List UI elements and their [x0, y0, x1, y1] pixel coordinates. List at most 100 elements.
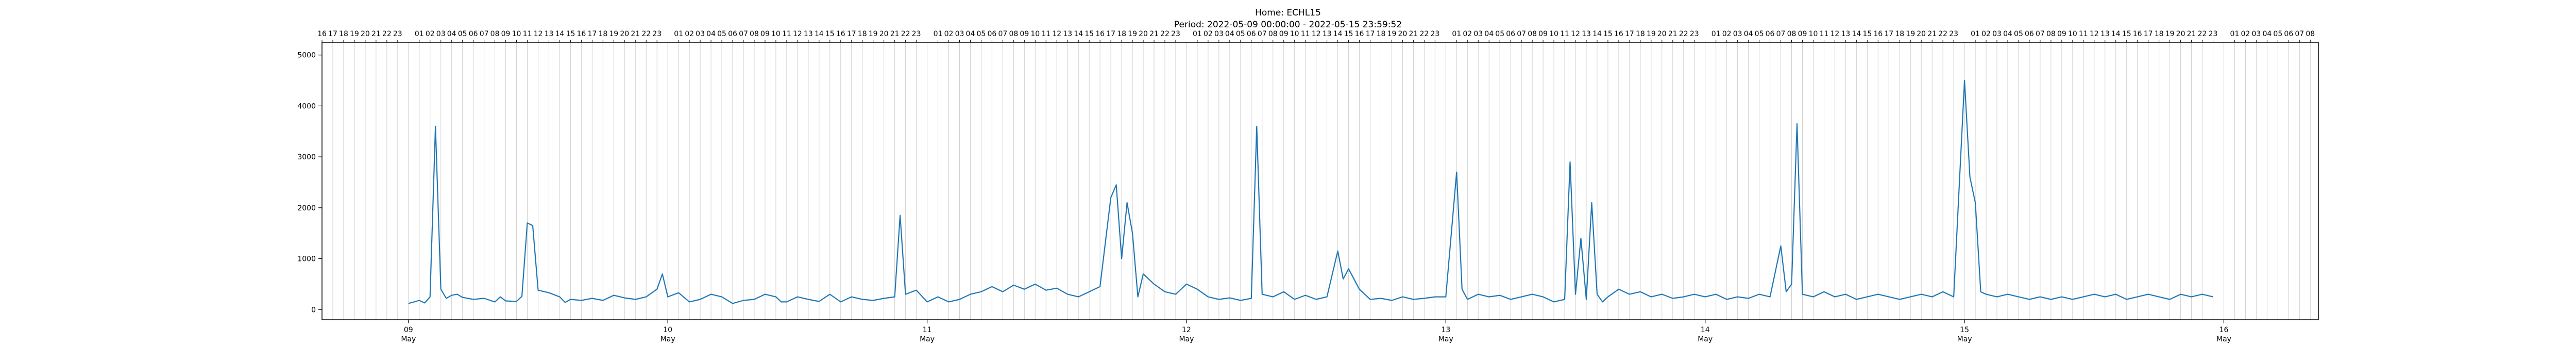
hour-tick-label: 02: [2241, 30, 2250, 38]
hour-tick-label: 22: [901, 30, 910, 38]
hour-tick-label: 12: [793, 30, 802, 38]
hour-tick-label: 01: [1971, 30, 1980, 38]
hour-tick-label: 11: [1560, 30, 1569, 38]
hour-tick-label: 11: [523, 30, 532, 38]
hour-tick-label: 23: [2209, 30, 2218, 38]
hour-tick-label: 22: [641, 30, 651, 38]
y-tick-label: 5000: [297, 52, 316, 60]
hour-tick-label: 05: [2273, 30, 2282, 38]
series-line: [408, 79, 2213, 304]
y-axis: 0 1000 2000 3000 4000 5000: [297, 52, 322, 314]
hour-tick-label: 21: [890, 30, 900, 38]
hour-tick-label: 01: [674, 30, 683, 38]
hour-tick-label: 03: [955, 30, 964, 38]
hour-tick-label: 14: [2111, 30, 2121, 38]
hour-tick-label: 06: [2284, 30, 2293, 38]
hour-tick-label: 21: [2187, 30, 2196, 38]
y-tick-label: 2000: [297, 204, 316, 212]
y-tick-label: 0: [311, 306, 316, 314]
hour-tick-label: 16: [317, 30, 327, 38]
hour-tick-label: 05: [977, 30, 986, 38]
hour-tick-label: 10: [512, 30, 521, 38]
hour-tick-label: 23: [1690, 30, 1699, 38]
hour-tick-label: 13: [1841, 30, 1850, 38]
hour-tick-label: 15: [1603, 30, 1613, 38]
hour-tick-label: 07: [1517, 30, 1526, 38]
hour-tick-label: 08: [1009, 30, 1018, 38]
hour-tick-label: 09: [501, 30, 511, 38]
hour-tick-label: 07: [998, 30, 1007, 38]
hour-tick-label: 10: [2068, 30, 2077, 38]
hour-tick-label: 04: [1744, 30, 1753, 38]
hour-tick-label: 01: [1452, 30, 1461, 38]
hour-tick-label: 15: [2122, 30, 2131, 38]
hour-tick-label: 19: [2165, 30, 2175, 38]
hour-tick-label: 18: [858, 30, 867, 38]
hour-tick-label: 23: [912, 30, 921, 38]
hour-tick-label: 07: [480, 30, 489, 38]
hour-tick-label: 19: [869, 30, 878, 38]
hour-tick-label: 07: [1776, 30, 1786, 38]
hour-tick-label: 17: [328, 30, 337, 38]
hour-tick-label: 03: [1992, 30, 2002, 38]
hour-tick-label: 02: [1981, 30, 1991, 38]
hour-tick-label: 04: [2003, 30, 2012, 38]
hour-tick-label: 06: [1766, 30, 1775, 38]
hour-tick-label: 03: [436, 30, 446, 38]
hour-tick-label: 08: [490, 30, 500, 38]
hour-tick-label: 16: [1095, 30, 1105, 38]
hour-tick-label: 05: [1495, 30, 1504, 38]
hour-tick-label: 12: [1052, 30, 1061, 38]
hour-tick-label: 20: [879, 30, 889, 38]
hour-tick-label: 13: [804, 30, 813, 38]
hour-tick-label: 22: [1679, 30, 1688, 38]
x-tick-month-label: May: [1698, 335, 1713, 343]
hour-tick-label: 04: [706, 30, 716, 38]
x-tick-day-label: 14: [1701, 326, 1710, 334]
hour-tick-label: 07: [1258, 30, 1267, 38]
hour-tick-label: 19: [350, 30, 359, 38]
hour-tick-label: 13: [1323, 30, 1332, 38]
hour-tick-label: 10: [1549, 30, 1558, 38]
x-tick-day-label: 09: [404, 326, 413, 334]
hour-tick-label: 16: [2133, 30, 2142, 38]
hour-tick-label: 12: [534, 30, 543, 38]
hour-tick-label: 15: [566, 30, 575, 38]
hour-tick-label: 13: [1582, 30, 1591, 38]
hour-tick-label: 16: [577, 30, 586, 38]
x-tick-day-label: 13: [1441, 326, 1450, 334]
hour-tick-label: 08: [750, 30, 759, 38]
hour-tick-label: 08: [1268, 30, 1278, 38]
hour-tick-label: 19: [1647, 30, 1656, 38]
hour-tick-label: 17: [1884, 30, 1893, 38]
hour-tick-label: 16: [1873, 30, 1883, 38]
hour-tick-label: 14: [1074, 30, 1083, 38]
hour-tick-label: 22: [1419, 30, 1429, 38]
hour-tick-label: 19: [609, 30, 618, 38]
hour-tick-label: 07: [2036, 30, 2045, 38]
hour-tick-label: 03: [1214, 30, 1224, 38]
hour-tick-label: 18: [2155, 30, 2164, 38]
hour-tick-label: 10: [1030, 30, 1040, 38]
hour-tick-label: 17: [1106, 30, 1115, 38]
hour-tick-label: 13: [545, 30, 554, 38]
hour-tick-label: 17: [587, 30, 597, 38]
hour-tick-label: 09: [760, 30, 770, 38]
hour-tick-label: 04: [1484, 30, 1494, 38]
hour-tick-label: 21: [371, 30, 381, 38]
hour-tick-label: 17: [1625, 30, 1634, 38]
hour-tick-label: 15: [1344, 30, 1353, 38]
hour-tick-label: 04: [966, 30, 975, 38]
x-tick-month-label: May: [401, 335, 416, 343]
hour-tick-label: 10: [1809, 30, 1818, 38]
hour-tick-label: 18: [339, 30, 348, 38]
hour-tick-label: 12: [1571, 30, 1580, 38]
hour-tick-label: 11: [1820, 30, 1829, 38]
hour-tick-label: 09: [2057, 30, 2066, 38]
hour-tick-label: 06: [728, 30, 737, 38]
hour-tick-label: 11: [782, 30, 791, 38]
x-tick-month-label: May: [660, 335, 675, 343]
hour-tick-label: 09: [1279, 30, 1289, 38]
hour-tick-label: 17: [1366, 30, 1375, 38]
